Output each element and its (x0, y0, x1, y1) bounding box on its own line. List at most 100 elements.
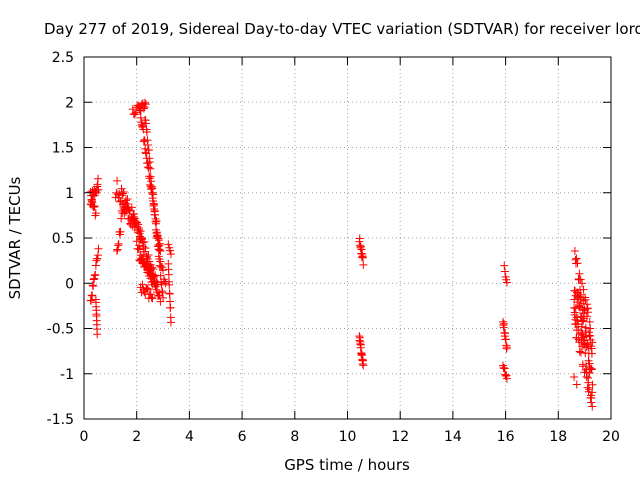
data-point (359, 361, 368, 370)
y-tick-label: 0.5 (52, 231, 74, 247)
data-point (166, 250, 175, 259)
data-point (134, 220, 143, 229)
data-point (144, 163, 153, 172)
data-point (578, 317, 587, 326)
data-point (124, 204, 133, 213)
y-tick-label: 2.5 (52, 50, 74, 66)
y-tick-label: 2 (65, 95, 74, 111)
data-point (582, 312, 591, 321)
data-point (116, 196, 125, 205)
data-point (91, 209, 100, 218)
x-tick-label: 20 (602, 429, 620, 445)
data-point (151, 271, 160, 280)
data-point (86, 187, 95, 196)
data-point (88, 281, 97, 290)
data-point (164, 270, 173, 279)
data-point (585, 331, 594, 340)
data-point (91, 270, 100, 279)
data-point (155, 291, 164, 300)
data-point (125, 206, 134, 215)
x-tick-label: 4 (185, 429, 194, 445)
y-tick-label: 1.5 (52, 141, 74, 157)
data-point (87, 296, 96, 305)
data-point (90, 202, 99, 211)
x-tick-label: 14 (444, 429, 462, 445)
data-point (118, 191, 127, 200)
data-point (89, 282, 98, 291)
data-point (584, 378, 593, 387)
data-point (112, 246, 121, 255)
data-point (94, 174, 103, 183)
axis-ticks: 0 2 4 6 8 10 12 14 16 18 20 -1.5 -1 -0.5 0 0.5 1 1.5 2 2.5 (47, 50, 620, 445)
data-point (356, 340, 365, 349)
data-point (147, 293, 156, 302)
data-point (90, 271, 99, 280)
data-point (570, 373, 579, 382)
data-point (587, 349, 596, 358)
data-point (156, 297, 165, 306)
data-point (90, 202, 99, 211)
data-point (166, 318, 175, 327)
data-point (575, 347, 584, 356)
data-point (138, 280, 147, 289)
data-point (500, 261, 509, 270)
data-point (113, 176, 122, 185)
data-point (588, 402, 597, 411)
data-point (149, 265, 158, 274)
data-point (92, 256, 101, 265)
data-point (576, 275, 585, 284)
data-point (118, 208, 127, 217)
data-point (119, 204, 128, 213)
data-point (120, 209, 129, 218)
data-point (137, 233, 146, 242)
data-point (117, 214, 126, 223)
data-point (586, 324, 595, 333)
data-point (570, 247, 579, 256)
data-point (114, 241, 123, 250)
data-point (355, 234, 364, 243)
data-point (148, 294, 157, 303)
data-point (151, 210, 160, 219)
data-point (570, 308, 579, 317)
data-point (500, 319, 509, 328)
data-point (579, 296, 588, 305)
data-point (142, 127, 151, 136)
data-point (583, 308, 592, 317)
data-point (587, 393, 596, 402)
data-point (135, 225, 144, 234)
data-point (572, 380, 581, 389)
data-point (501, 370, 510, 379)
data-point (135, 245, 144, 254)
y-axis-label: SDTVAR / TECUs (6, 176, 24, 299)
data-point (573, 259, 582, 268)
data-point (572, 333, 581, 342)
data-point (94, 244, 103, 253)
data-point (581, 323, 590, 332)
data-point (87, 291, 96, 300)
data-point (579, 285, 588, 294)
data-point (588, 380, 597, 389)
data-point (142, 283, 151, 292)
data-point (574, 274, 583, 283)
data-point (131, 108, 140, 117)
data-point (143, 284, 152, 293)
data-point (149, 190, 158, 199)
data-point (576, 290, 585, 299)
data-point (165, 289, 174, 298)
data-point (588, 338, 597, 347)
data-point (146, 290, 155, 299)
data-point (502, 371, 511, 380)
data-point (136, 106, 145, 115)
x-tick-label: 18 (549, 429, 567, 445)
data-point (130, 209, 139, 218)
data-point (357, 245, 366, 254)
data-point (141, 244, 150, 253)
data-point (583, 383, 592, 392)
data-point (140, 237, 149, 246)
data-point (358, 253, 367, 262)
y-tick-label: -0.5 (47, 322, 74, 338)
data-point (586, 332, 595, 341)
data-point (94, 185, 103, 194)
data-point (502, 343, 511, 352)
